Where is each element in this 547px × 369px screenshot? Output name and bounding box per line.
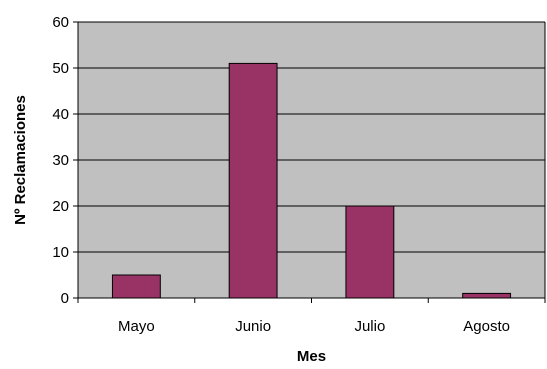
y-tick-labels: 0 10 20 30 40 50 60 — [52, 14, 78, 307]
x-tick-label: Agosto — [463, 318, 510, 335]
bar-agosto — [462, 292, 512, 299]
bar-mayo — [111, 274, 161, 299]
bar-julio — [345, 205, 395, 299]
x-tick-label: Mayo — [118, 318, 155, 335]
x-tick-label: Junio — [235, 318, 271, 335]
y-tick-label: 60 — [52, 14, 69, 31]
y-axis-title: Nº Reclamaciones — [12, 95, 29, 225]
bar-junio — [228, 62, 278, 299]
x-tick-labels: Mayo Junio Julio Agosto — [118, 318, 510, 335]
y-tick-label: 40 — [52, 106, 69, 123]
y-tick-label: 30 — [52, 152, 69, 169]
bars — [111, 62, 512, 299]
y-tick-label: 10 — [52, 244, 69, 261]
y-tick-label: 20 — [52, 198, 69, 215]
x-axis-title: Mes — [297, 348, 326, 365]
y-tick-label: 0 — [61, 290, 69, 307]
y-tick-label: 50 — [52, 60, 69, 77]
x-tick-label: Julio — [354, 318, 385, 335]
